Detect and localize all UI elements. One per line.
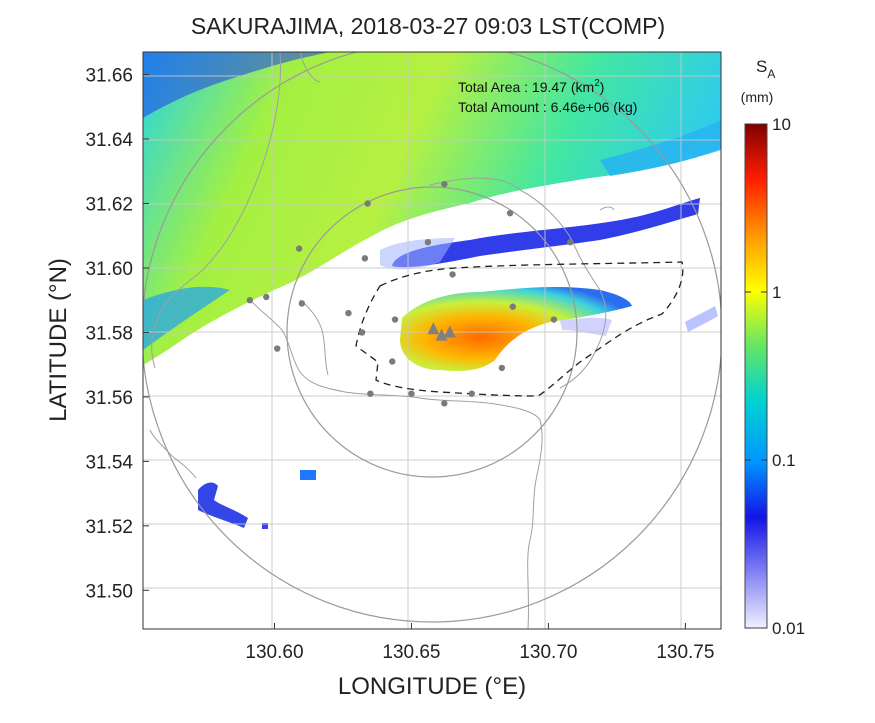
station-point [498,364,506,372]
ash-streak-north [392,198,700,268]
y-tick-label: 31.66 [85,66,133,87]
station-point [298,300,306,307]
station-point [391,316,399,323]
total-area-close: ) [600,79,605,95]
y-tick-label: 31.50 [85,581,133,602]
ash-band-tail [600,120,721,176]
map-title: SAKURAJIMA, 2018-03-27 09:03 LST(COMP) [191,13,665,39]
station-point [295,245,303,252]
y-tick-label: 31.54 [85,452,133,473]
ash-patch-tiny [262,523,268,529]
x-tick-label: 130.70 [519,642,577,663]
plot-area [142,51,722,630]
ash-band-lower-edge [143,286,230,350]
y-tick-label: 31.64 [85,130,133,151]
y-tick-label: 31.58 [85,323,133,344]
ash-patch-southwest [198,482,248,528]
ash-band-main [143,52,721,365]
y-tick-label: 31.56 [85,388,133,409]
plot-content [143,52,721,629]
ash-patch-small [300,470,316,480]
y-tick-label: 31.62 [85,195,133,216]
ash-band-edge [143,52,330,118]
vent-triangle [443,325,456,338]
colorbar-tick-label: 10 [772,115,791,134]
total-area-text: Total Area : 19.47 (km [458,79,594,95]
station-point [509,303,517,310]
station-point [567,238,574,246]
x-tick-label: 130.65 [382,642,440,663]
station-point [367,390,374,397]
y-axis-ticks: 31.66 31.64 31.62 31.60 31.58 31.56 31.54 31.52… [85,66,149,602]
station-point [449,271,456,278]
svg-text:Total Area : 19.47 (km2): Total Area : 19.47 (km2) [458,78,604,95]
x-axis-label: LONGITUDE (°E) [338,673,526,700]
colorbar-tick-label: 0.1 [772,451,796,470]
station-point [550,316,558,323]
x-tick-label: 130.75 [656,642,714,663]
total-amount-text: Total Amount : 6.46e+06 (kg) [458,99,637,115]
station-point [246,297,254,304]
vent-triangle [427,322,440,335]
y-tick-label: 31.60 [85,259,133,280]
station-point [361,255,369,262]
station-point [424,238,432,246]
colorbar-symbol-subscript: A [767,67,775,81]
coastline [149,52,615,629]
vent-triangle [435,328,448,341]
colorbar-tick-label: 1 [772,283,781,302]
colorbar-symbol: SA [756,57,775,81]
station-markers [246,180,574,407]
y-axis-label: LATITUDE (°N) [45,258,72,422]
station-point [364,200,371,207]
station-point [274,345,281,352]
colorbar-tick-label: 0.01 [772,619,805,638]
station-point [345,309,352,317]
y-tick-label: 31.52 [85,517,133,538]
colorbar: SA (mm) 10 1 0.1 0.01 [741,57,805,638]
colorbar-gradient [744,123,768,629]
station-point [441,180,448,188]
plot-frame [142,51,722,630]
station-point [506,209,514,217]
colorbar-unit: (mm) [741,89,774,105]
colorbar-symbol-main: S [756,57,767,76]
station-point [358,329,366,336]
range-circle-inner [286,186,578,478]
x-tick-label: 130.60 [245,642,303,663]
station-point [263,293,270,301]
ash-plume-vent [400,286,632,371]
ash-plume-fringe [560,317,612,336]
dashed-boundary [355,261,684,397]
station-point [389,358,396,365]
total-area-superscript: 2 [594,78,600,89]
station-point [408,390,415,397]
station-point [441,400,448,407]
vent-markers [427,322,456,341]
ash-patch-east [685,306,718,332]
ash-streak-north-light [380,238,455,270]
range-circle-outer [143,52,721,623]
station-point [468,390,475,397]
x-axis-ticks: 130.60 130.65 130.70 130.75 [245,623,714,663]
totals-annotation: Total Area : 19.47 (km2) Total Amount : … [458,78,637,115]
colorbar-ticks: 10 1 0.1 0.01 [745,115,805,638]
